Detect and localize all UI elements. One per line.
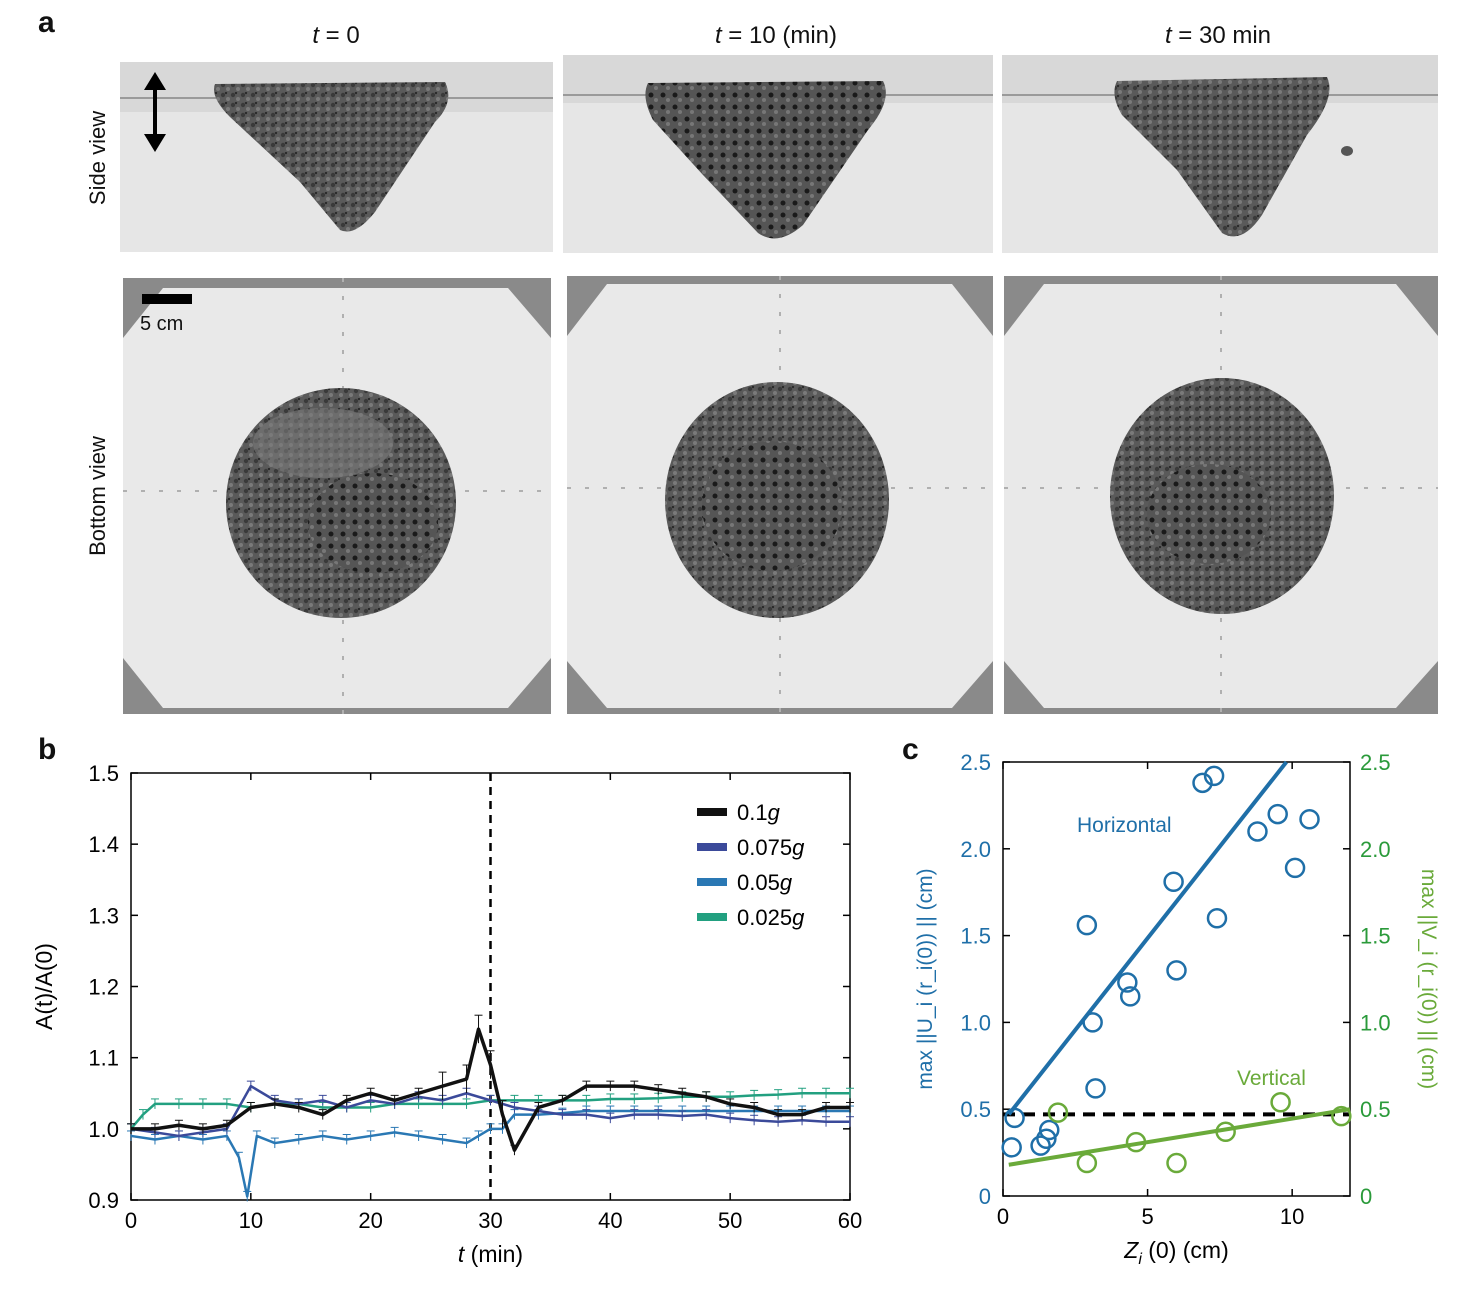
x-axis-label: t (min) [458,1241,523,1267]
legend-label: 0.05g [737,870,793,895]
panel-a-letter: a [38,6,55,39]
x-axis-label: Zi (0) (cm) [1123,1237,1229,1268]
vertical-point [1215,1121,1236,1143]
y-tick-label-left: 1.5 [960,924,991,949]
annotation-vertical: Vertical [1237,1067,1306,1090]
vertical-fit-line [1008,1107,1351,1167]
column-title-t30: t = 30 min [1164,22,1272,49]
arrow-vertical-icon [144,72,166,152]
y-axis-label: A(t)/A(0) [31,943,57,1030]
vertical-point [1125,1131,1147,1153]
horizontal-point [1203,765,1225,787]
y-axis-label-left: max ||U_i (r_i(0)) || (cm) [914,868,937,1089]
x-tick-label: 10 [1280,1204,1304,1229]
vertical-point [1270,1092,1291,1113]
horizontal-point [1082,1012,1103,1033]
horizontal-point [1030,1135,1051,1156]
legend-label: 0.1g [737,800,781,825]
y-tick-label: 1.1 [88,1046,119,1071]
y-tick-label-right: 1.0 [1360,1010,1391,1035]
horizontal-point [1267,803,1288,825]
y-tick-label: 1.0 [88,1117,119,1142]
horizontal-point [1076,914,1098,936]
x-tick-label: 60 [838,1208,862,1233]
row-label-bottom-view: Bottom view [85,436,110,556]
column-title-t10: t = 10 (min) [714,22,838,49]
y-tick-label: 1.5 [88,761,119,786]
x-tick-label: 30 [478,1208,502,1233]
panel-b-letter: b [38,733,57,766]
y-tick-label: 1.3 [88,903,119,928]
column-title-t0: t = 0 [312,22,360,49]
bottom-view-photo-t30 [1004,276,1438,714]
legend-label: 0.025g [737,905,805,930]
horizontal-point [1004,1107,1025,1129]
side-view-photo-t10 [563,55,993,253]
y-tick-label-right: 0.5 [1360,1097,1391,1122]
horizontal-point [1206,907,1228,929]
annotation-horizontal: Horizontal [1077,814,1172,837]
y-tick-label-right: 2.5 [1360,750,1391,775]
bottom-view-photo-t0 [123,278,551,714]
panel-c-letter: c [902,733,919,766]
horizontal-point [1001,1137,1022,1158]
vertical-point [1166,1152,1187,1174]
horizontal-point [1247,821,1268,842]
bottom-view-photo-t10 [567,276,993,714]
series-line-0.025g [130,1092,850,1130]
x-tick-label: 40 [598,1208,622,1233]
chart-b: 0 10 20 30 40 50 60 0.9 1.0 1.1 1.2 1.3 1.4 1.5 t (min… [31,761,862,1267]
y-tick-label: 0.9 [88,1188,119,1213]
vertical-point [1047,1102,1069,1123]
horizontal-point [1299,809,1320,830]
horizontal-point [1036,1128,1057,1149]
y-tick-label: 1.2 [88,975,119,1000]
legend-label: 0.075g [737,835,805,860]
x-tick-label: 20 [358,1208,382,1233]
y-tick-label-left: 1.0 [960,1010,991,1035]
y-tick-label-left: 0.5 [960,1097,991,1122]
horizontal-point [1119,986,1141,1007]
horizontal-point [1085,1078,1106,1099]
horizontal-point [1163,871,1184,893]
horizontal-fit-line [1007,760,1288,1116]
y-tick-label-right: 0 [1360,1184,1372,1209]
y-tick-label-left: 0 [979,1184,991,1209]
y-tick-label-left: 2.0 [960,837,991,862]
horizontal-point [1192,772,1213,794]
x-tick-label: 0 [997,1204,1009,1229]
y-tick-label-right: 1.5 [1360,924,1391,949]
x-tick-label: 50 [718,1208,742,1233]
scale-bar [142,294,192,304]
x-tick-label: 5 [1141,1204,1153,1229]
vertical-point [1076,1152,1098,1174]
side-view-photo-t0 [120,62,553,252]
x-tick-label: 10 [239,1208,263,1233]
horizontal-point [1166,960,1187,981]
horizontal-point [1284,857,1306,879]
scale-bar-label: 5 cm [140,313,184,335]
y-tick-label: 1.4 [88,832,119,857]
y-axis-label-right: max ||V_i (r_i(0)) || (cm) [1417,869,1440,1089]
x-tick-label: 0 [125,1208,137,1233]
vertical-point [1331,1105,1352,1127]
y-tick-label-right: 2.0 [1360,837,1391,862]
row-label-side-view: Side view [85,110,110,206]
horizontal-point [1117,972,1138,993]
horizontal-point [1039,1119,1060,1141]
plot-frame [1002,761,1351,1197]
side-view-photo-t30 [1002,55,1438,253]
y-tick-label-left: 2.5 [960,750,991,775]
chart-c: 0 5 100 00.5 0.51.0 1.01.5 1.52.0 2.02.5 2.5Zi (… [914,750,1440,1268]
